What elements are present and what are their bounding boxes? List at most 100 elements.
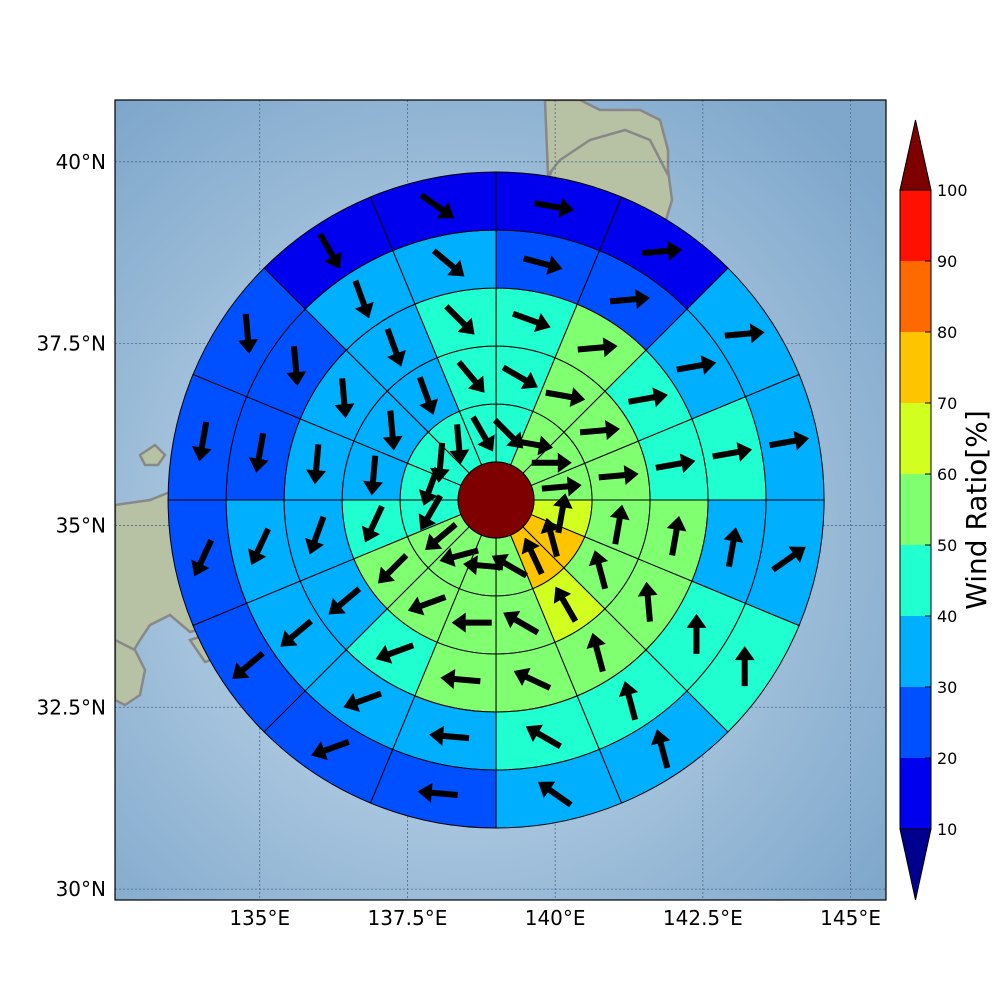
x-tick-label: 140°E (525, 906, 586, 930)
wind-arrow (306, 444, 327, 485)
wind-arrow (375, 642, 415, 664)
wind-arrow (538, 781, 573, 808)
colorbar-band (900, 190, 931, 262)
wind-arrow (232, 650, 265, 679)
wind-arrow (588, 550, 609, 590)
y-tick-label: 32.5°N (37, 695, 107, 719)
x-tick-label: 142.5°E (663, 906, 743, 930)
wind-arrow (248, 432, 269, 473)
colorbar-band (900, 545, 931, 617)
colorbar-tick-label: 60 (937, 465, 957, 484)
colorbar-tick-label: 50 (937, 536, 957, 555)
wind-arrow (439, 547, 479, 567)
colorbar-tick-label: 10 (937, 820, 957, 839)
wind-arrow (311, 738, 350, 761)
wind-arrow (334, 378, 355, 419)
x-tick-label: 137.5°E (367, 906, 447, 930)
wind-arrow (382, 410, 403, 451)
wind-arrow (598, 465, 639, 486)
wind-arrow (531, 452, 572, 473)
wind-arrow (407, 594, 447, 616)
colorbar: 10 20 30 40 50 60 70 80 90 100 (899, 119, 968, 901)
wind-arrow (384, 327, 406, 367)
x-tick-label: 145°E (820, 906, 881, 930)
wind-arrow (418, 467, 441, 506)
colorbar-band (900, 758, 931, 830)
colorbar-band (900, 261, 931, 333)
colorbar-extend-over (899, 119, 932, 191)
colorbar-band (900, 332, 931, 404)
wind-arrow (248, 527, 271, 566)
wind-arrow (666, 516, 687, 556)
wind-arrow (449, 424, 470, 465)
x-tick-label: 135°E (229, 906, 290, 930)
wind-arrow (361, 505, 385, 543)
wind-arrow (637, 581, 658, 622)
wind-arrow (769, 430, 809, 451)
land-northern-honshu (543, 100, 670, 179)
wind-arrow (534, 197, 575, 218)
wind-arrow (328, 586, 362, 615)
wind-arrow (627, 387, 668, 408)
colorbar-tick-label: 100 (937, 181, 968, 200)
wind-arrow (586, 632, 606, 673)
wind-arrow (431, 248, 465, 277)
wind-arrow (541, 476, 582, 497)
wind-arrow (552, 493, 573, 534)
colorbar-tick-label: 20 (937, 749, 957, 768)
wind-arrow (470, 415, 495, 452)
wind-arrow (280, 618, 313, 647)
wind-arrow (418, 494, 443, 531)
wind-arrow (419, 192, 455, 219)
wind-arrow (491, 554, 528, 579)
wind-arrow (429, 725, 470, 746)
wind-arrow (317, 232, 342, 269)
wind-arrow (305, 515, 327, 555)
colorbar-frame (899, 189, 932, 830)
wind-arrow (513, 667, 552, 691)
center-cell (457, 461, 535, 539)
colorbar-band (900, 474, 931, 546)
colorbar-band (900, 616, 931, 688)
wind-arrow (686, 613, 707, 654)
wind-arrow (577, 337, 618, 358)
wind-arrow (440, 669, 481, 689)
wind-arrow (712, 442, 753, 462)
y-tick-label: 30°N (56, 877, 106, 901)
colorbar-tick-label: 70 (937, 394, 957, 413)
x-axis-ticks: 135°E 137.5°E 140°E 142.5°E 145°E (229, 906, 881, 930)
wind-arrow (425, 522, 458, 551)
land-oki (138, 443, 167, 467)
wind-arrow (676, 355, 717, 375)
wind-arrow (579, 420, 620, 441)
polar-cells (167, 171, 825, 829)
wind-arrow (553, 586, 579, 623)
wind-arrow (463, 555, 504, 576)
y-tick-label: 40°N (56, 150, 106, 174)
map-frame (114, 99, 887, 901)
colorbar-tick-label: 90 (937, 252, 957, 271)
map-area (114, 99, 887, 901)
wind-arrow (771, 546, 806, 573)
wind-arrow (417, 782, 458, 803)
wind-arrow (492, 418, 524, 449)
land-kyushu-edge (115, 638, 147, 707)
wind-arrow (609, 504, 630, 545)
colorbar-tick-label: 30 (937, 678, 957, 697)
y-tick-label: 35°N (56, 513, 106, 537)
wind-arrow (363, 455, 383, 496)
wind-arrows (191, 192, 809, 808)
colorbar-band (900, 687, 931, 759)
colorbar-label: Wind Ratio[%] (960, 410, 993, 610)
wind-arrow (511, 310, 551, 332)
wind-arrow (451, 612, 492, 633)
wind-arrow (540, 517, 560, 558)
wind-arrow (513, 435, 553, 456)
wind-arrow (191, 421, 212, 462)
colorbar-tick-label: 80 (937, 323, 957, 342)
colorbar-extend-under (899, 828, 932, 901)
wind-arrow (723, 527, 744, 568)
wind-arrow (609, 289, 650, 310)
wind-arrow (545, 387, 586, 407)
